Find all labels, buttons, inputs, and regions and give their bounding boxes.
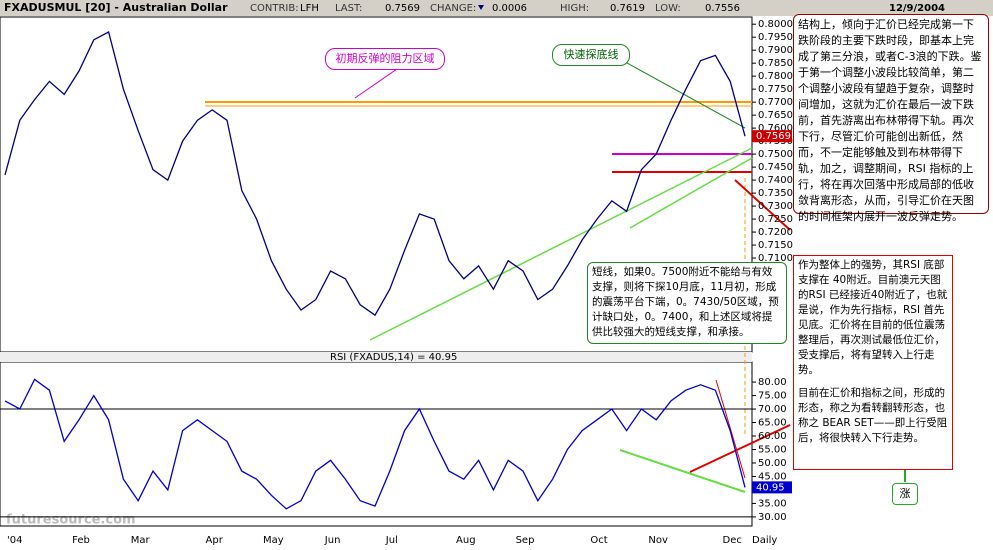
x-tick-label: Jul <box>385 535 398 546</box>
rsi-title: RSI (FXADUS,14) = 40.95 <box>330 352 457 363</box>
last-value-box <box>752 481 792 494</box>
y-tick-label: 50.00 <box>758 458 787 469</box>
y-tick-label: 0.7500 <box>758 149 793 160</box>
rsi-trend <box>619 449 746 493</box>
y-tick-label: 0.7100 <box>758 253 793 264</box>
y-tick-label: 0.7200 <box>758 227 793 238</box>
x-tick-label: May <box>263 535 284 546</box>
rsi-title-bar <box>0 352 752 362</box>
header-label: LAST: <box>335 3 362 14</box>
down-arrow <box>478 5 484 10</box>
x-tick-label: Jun <box>324 535 341 546</box>
annotation: 短线，如果0。7500附近不能给与有效支撑，则将下探10月底，11月初，形成的震… <box>587 262 787 344</box>
y-tick-label: 70.00 <box>758 404 787 415</box>
y-tick-label: 0.7750 <box>758 84 793 95</box>
last-value: 0.7569 <box>756 131 791 142</box>
x-tick-label: Dec <box>723 535 742 546</box>
y-tick-label: 0.7700 <box>758 97 793 108</box>
series-line <box>4 31 746 317</box>
header-value: 0.7569 <box>385 3 420 14</box>
arrow <box>734 179 791 231</box>
annotation: 目前在汇价和指标之间，形成的形态，称之为看转翻转形态，也称之 BEAR SET—… <box>798 387 948 444</box>
y-tick-label: 0.7150 <box>758 240 793 251</box>
header-title: FXADUSMUL [20] - Australian Dollar <box>4 1 228 14</box>
y-tick-label: 0.7600 <box>758 123 793 134</box>
y-tick-label: 0.7400 <box>758 175 793 186</box>
y-tick-label: 0.8000 <box>758 19 793 30</box>
x-tick-label: Sep <box>516 535 535 546</box>
y-tick-label: 30.00 <box>758 512 787 523</box>
y-tick-label: 60.00 <box>758 431 787 442</box>
y-tick-label: 0.7900 <box>758 45 793 56</box>
last-value: 40.95 <box>756 482 785 493</box>
pointer-line <box>617 57 746 129</box>
x-tick-label: '04 <box>7 535 22 546</box>
annotation-box: 作为整体上的强势，其RSI 底部支撑在 40附近。目前澳元天图的RSI 已经接近… <box>793 255 953 470</box>
header-label: HIGH: <box>560 3 589 14</box>
trend-line <box>369 147 753 341</box>
y-tick-label: 0.7800 <box>758 71 793 82</box>
x-tick-label: Nov <box>648 535 668 546</box>
x-axis-label: Daily <box>752 535 777 546</box>
header-value: 0.7619 <box>610 3 645 14</box>
y-tick-label: 0.7650 <box>758 110 793 121</box>
y-tick-label: 0.7450 <box>758 162 793 173</box>
y-tick-label: 0.7300 <box>758 201 793 212</box>
y-tick-label: 65.00 <box>758 418 787 429</box>
y-tick-label: 0.7350 <box>758 188 793 199</box>
header-label: CHANGE: <box>430 3 476 14</box>
y-tick-label: 0.7950 <box>758 32 793 43</box>
annotation: 作为整体上的强势，其RSI 底部支撑在 40附近。目前澳元天图的RSI 已经接近… <box>798 259 948 376</box>
header-label: LOW: <box>655 3 681 14</box>
header-value: 0.7556 <box>705 3 740 14</box>
y-tick-label: 75.00 <box>758 391 787 402</box>
y-tick-label: 80.00 <box>758 377 787 388</box>
x-tick-label: Apr <box>206 535 224 546</box>
annotation: 涨 <box>892 483 918 505</box>
series-line <box>4 378 746 510</box>
rsi-panel <box>0 361 753 527</box>
arrow <box>689 424 791 473</box>
x-tick-label: Feb <box>72 535 90 546</box>
y-tick-label: 55.00 <box>758 444 787 455</box>
header-value: 0.0006 <box>492 3 527 14</box>
y-tick-label: 0.7850 <box>758 58 793 69</box>
rsi-trend <box>715 379 746 479</box>
x-tick-label: Mar <box>131 535 151 546</box>
x-tick-label: Oct <box>590 535 607 546</box>
y-tick-label: 45.00 <box>758 471 787 482</box>
header-label: CONTRIB: <box>250 3 299 14</box>
header-value: LFH <box>300 3 319 14</box>
trend-line <box>629 157 753 229</box>
y-tick-label: 0.7250 <box>758 214 793 225</box>
y-tick-label: 35.00 <box>758 498 787 509</box>
header-date: 12/9/2004 <box>889 3 945 14</box>
watermark: futuresource.com <box>6 513 136 528</box>
x-tick-label: Aug <box>456 535 476 546</box>
annotation: 结构上，倾向于汇价已经完成第一下跌阶段的主要下跌时段，即基本上完成了第三分浪，或… <box>793 14 989 223</box>
last-value-box <box>752 130 792 143</box>
annotation: 快速探底线 <box>552 44 630 66</box>
header-bar <box>0 0 993 16</box>
annotation: 初期反弹的阻力区域 <box>325 48 445 70</box>
